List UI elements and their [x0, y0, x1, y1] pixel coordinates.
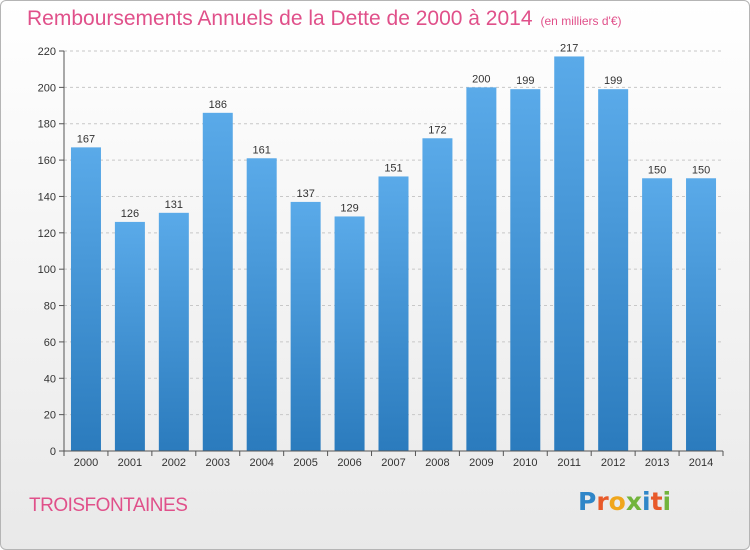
y-tick-label: 120: [38, 228, 56, 240]
bar: [466, 87, 497, 451]
bars: [70, 56, 717, 452]
y-tick-label: 40: [44, 373, 56, 385]
data-label: 199: [604, 75, 622, 87]
logo-letter: r: [596, 487, 609, 516]
data-label: 129: [340, 202, 358, 214]
bar: [686, 178, 717, 452]
x-axis-ticks: 2000 2001 2002 2003 2004 2005 2006 2007 2008 2009…: [63, 451, 724, 469]
y-tick-label: 220: [38, 46, 56, 58]
data-label: 186: [209, 99, 227, 111]
data-label: 131: [165, 199, 183, 211]
bar: [378, 176, 409, 452]
data-labels: 167 126 131 186 161 137 129 151 172 200 199 217 199 1…: [77, 42, 710, 219]
x-tick-label: 2013: [645, 457, 669, 469]
x-tick-label: 2008: [425, 457, 449, 469]
data-label: 150: [692, 164, 710, 176]
bar: [422, 138, 453, 452]
title-text: Remboursements Annuels de la Dette de 20…: [27, 7, 533, 30]
data-label: 200: [472, 73, 490, 85]
bar: [114, 221, 145, 451]
x-tick-label: 2007: [381, 457, 405, 469]
bar: [70, 147, 101, 451]
x-tick-label: 2000: [74, 457, 98, 469]
bar: [158, 212, 189, 451]
x-tick-label: 2004: [249, 457, 273, 469]
y-tick-label: 80: [44, 301, 56, 313]
x-tick-label: 2009: [469, 457, 493, 469]
unit-note: (en milliers d'€): [540, 14, 622, 28]
data-label: 217: [560, 42, 578, 54]
data-label: 167: [77, 133, 95, 145]
y-tick-label: 180: [38, 119, 56, 131]
data-label: 151: [384, 162, 402, 174]
x-tick-label: 2003: [206, 457, 230, 469]
logo-letter: t: [650, 487, 663, 516]
y-axis-ticks: 0 20 40 60 80 100 120 140 160 180 200 220: [38, 46, 64, 458]
y-tick-label: 160: [38, 155, 56, 167]
y-tick-label: 60: [44, 337, 56, 349]
bar: [334, 216, 365, 451]
y-tick-label: 140: [38, 191, 56, 203]
x-tick-label: 2011: [557, 457, 581, 469]
x-tick-label: 2006: [337, 457, 361, 469]
x-tick-label: 2002: [162, 457, 186, 469]
logo-letter: i: [662, 487, 672, 516]
logo-letter: i: [642, 487, 651, 516]
bar: [642, 178, 673, 452]
data-label: 137: [296, 188, 314, 200]
data-label: 161: [253, 144, 271, 156]
bar: [554, 56, 585, 452]
x-tick-label: 2012: [601, 457, 625, 469]
data-label: 172: [428, 124, 446, 136]
bar: [290, 201, 321, 451]
axes: [63, 51, 723, 452]
commune-name: TROISFONTAINES: [29, 495, 188, 516]
bar: [202, 112, 233, 452]
logo-letter: P: [578, 487, 597, 516]
y-tick-label: 200: [38, 82, 56, 94]
x-tick-label: 2010: [513, 457, 537, 469]
y-tick-label: 100: [38, 264, 56, 276]
data-label: 126: [121, 208, 139, 220]
data-label: 199: [516, 75, 534, 87]
x-tick-label: 2014: [689, 457, 713, 469]
bar: [598, 89, 629, 451]
y-tick-label: 20: [44, 410, 56, 422]
data-label: 150: [648, 164, 666, 176]
proxiti-logo[interactable]: Proxiti: [578, 487, 671, 516]
logo-letter: x: [625, 487, 642, 516]
bar: [510, 89, 541, 451]
x-tick-label: 2005: [293, 457, 317, 469]
x-tick-label: 2001: [118, 457, 142, 469]
y-tick-label: 0: [50, 446, 56, 458]
chart-title: Remboursements Annuels de la Dette de 20…: [27, 7, 622, 31]
logo-letter: o: [608, 487, 626, 516]
bar: [246, 158, 277, 452]
